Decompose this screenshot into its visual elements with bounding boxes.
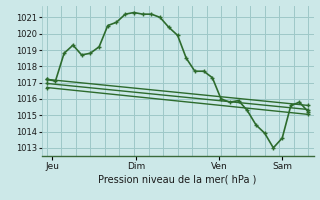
X-axis label: Pression niveau de la mer( hPa ): Pression niveau de la mer( hPa ) [99,175,257,185]
